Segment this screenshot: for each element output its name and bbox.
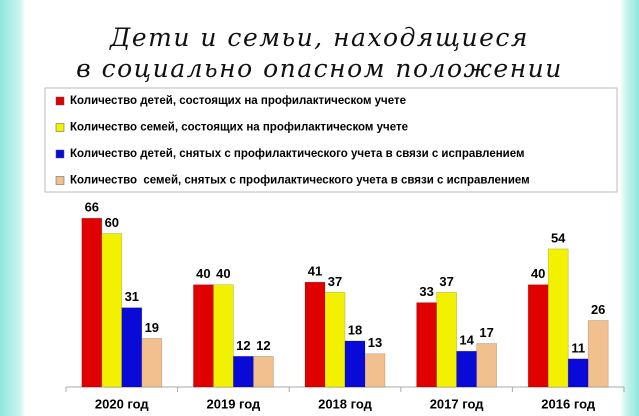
chart-title: Дети и семьи, находящиеся в социально оп… <box>76 23 563 83</box>
bar <box>456 350 477 388</box>
x-tick-label: 2017 год <box>430 396 485 411</box>
legend-swatch <box>55 149 65 159</box>
bar <box>101 233 123 388</box>
bar <box>476 343 497 388</box>
data-label: 41 <box>308 264 322 279</box>
data-label: 37 <box>328 274 342 289</box>
bar <box>253 356 274 388</box>
data-label: 33 <box>419 284 433 299</box>
bar <box>527 284 549 388</box>
data-label: 37 <box>439 274 453 289</box>
legend-label: Количество детей, снятых с профилактичес… <box>70 148 525 160</box>
data-label: 31 <box>125 289 139 304</box>
legend-swatch <box>55 96 65 106</box>
x-tick-label: 2020 год <box>95 396 150 411</box>
bar <box>364 353 386 388</box>
bar <box>213 284 234 388</box>
data-label: 40 <box>216 266 230 281</box>
legend-swatch <box>55 123 65 132</box>
bar <box>436 292 457 388</box>
data-label: 13 <box>368 335 382 350</box>
data-label: 40 <box>196 266 210 281</box>
legend-label: Количество детей, состоящих на профилакт… <box>70 95 406 107</box>
data-label: 19 <box>145 320 159 335</box>
bar <box>141 338 163 388</box>
bar <box>304 281 326 388</box>
bar <box>567 358 589 388</box>
bar <box>344 340 366 388</box>
bar <box>121 307 143 388</box>
bar <box>547 248 569 388</box>
x-tick-label: 2019 год <box>207 396 262 411</box>
data-label: 60 <box>105 215 119 230</box>
data-label: 18 <box>348 322 362 337</box>
legend-label: Количество семей, снятых с профилактичес… <box>70 175 530 187</box>
data-label: 11 <box>571 340 585 355</box>
data-label: 12 <box>256 338 270 353</box>
bar <box>587 320 609 388</box>
data-label: 40 <box>531 266 545 281</box>
data-label: 26 <box>591 302 605 317</box>
legend-label: Количество семей, состоящих на профилакт… <box>70 122 408 134</box>
data-label: 17 <box>479 325 493 340</box>
data-label: 54 <box>551 230 566 245</box>
x-tick-label: 2016 год <box>541 396 596 411</box>
data-label: 14 <box>459 333 474 348</box>
data-label: 66 <box>85 200 99 215</box>
legend-box <box>44 87 618 193</box>
bar <box>324 292 346 388</box>
bar <box>233 356 254 388</box>
bar <box>416 302 437 388</box>
bar <box>81 217 103 388</box>
data-label: 12 <box>236 338 250 353</box>
bar <box>193 284 214 388</box>
legend-swatch <box>55 176 65 185</box>
x-tick-label: 2018 год <box>318 396 373 411</box>
